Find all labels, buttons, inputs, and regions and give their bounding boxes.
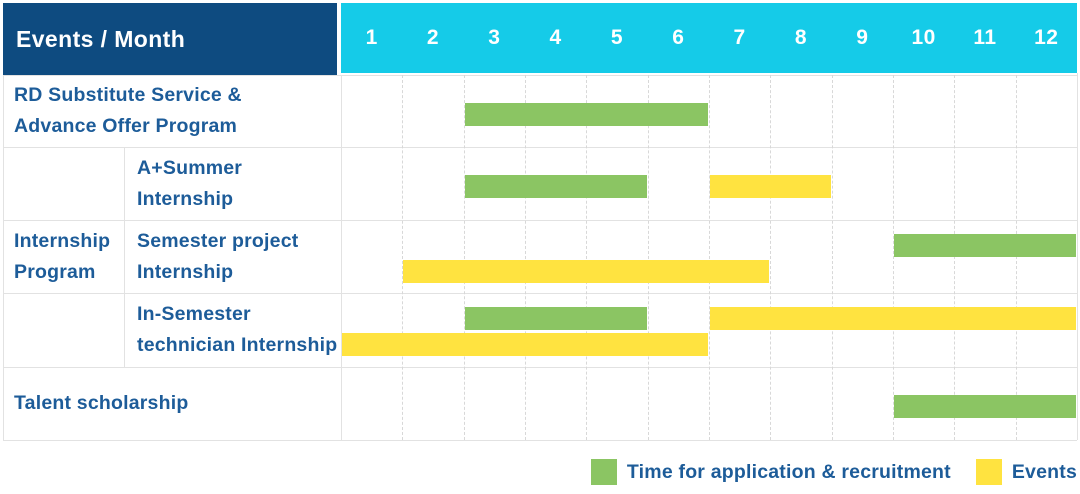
group-label-internship-program-line: Internship (14, 230, 111, 252)
column-divider (1077, 73, 1078, 440)
month-gridline (831, 75, 833, 440)
row-label-0-line: RD Substitute Service & (14, 84, 242, 106)
legend: Time for application & recruitment Event… (590, 457, 1077, 487)
gantt-bar-events-m2-m7 (403, 260, 770, 283)
recruitment-legend-swatch (590, 459, 617, 485)
month-gridline (586, 75, 588, 440)
gantt-bar-recruitment-m3-m6 (464, 103, 708, 126)
row-divider (3, 147, 1077, 148)
month-gridline (893, 75, 894, 440)
row-label-3: In-Semester technician Internship (126, 293, 341, 367)
month-gridline (709, 75, 710, 440)
month-gridline (1015, 75, 1017, 440)
row-label-3-line: technician Internship (137, 334, 338, 356)
row-label-0: RD Substitute Service & Advance Offer Pro… (3, 75, 341, 147)
month-header-cell-8: 8 (794, 26, 808, 49)
month-header-cell-10: 10 (911, 26, 936, 49)
group-label-internship-program: Internship Program (3, 147, 124, 367)
month-header-cell-2: 2 (426, 26, 440, 49)
month-header-cell-5: 5 (610, 26, 624, 49)
month-header-cell-7: 7 (733, 26, 746, 49)
month-gridline (525, 75, 526, 440)
gantt-bar-recruitment-m10-m12 (894, 395, 1076, 418)
row-divider (3, 367, 1077, 368)
month-header-cell-11: 11 (973, 26, 997, 49)
month-header-cell-12: 12 (1034, 26, 1059, 49)
row-label-2-line: Internship (137, 260, 234, 283)
month-gridline (402, 75, 404, 440)
month-header-cell-9: 9 (856, 26, 869, 49)
column-divider (341, 75, 342, 440)
gantt-bar-recruitment-m10-m12 (894, 234, 1076, 257)
row-label-2-line: Semester project (137, 229, 299, 252)
row-divider (3, 293, 1077, 294)
row-divider (3, 220, 1077, 221)
events-legend-swatch (975, 459, 1002, 485)
row-label-1-line: A+Summer (137, 156, 243, 179)
corner-header-label: Events / Month (16, 25, 186, 52)
month-gridline (954, 75, 956, 440)
row-label-1-line: Internship (137, 187, 234, 210)
recruitment-legend-label: Time for application & recruitment (626, 460, 951, 483)
gantt-bar-recruitment-m3-m5 (464, 307, 647, 330)
group-label-internship-program-line: Program (14, 261, 96, 283)
month-header-cell-4: 4 (549, 26, 562, 49)
month-gridline (463, 75, 465, 440)
gantt-bar-events-m7-m8 (710, 175, 831, 198)
row-divider (3, 75, 1077, 76)
column-divider (3, 75, 4, 440)
row-label-4: Talent scholarship (3, 367, 341, 440)
row-label-2: Semester project Internship (126, 220, 341, 293)
month-header-cell-6: 6 (672, 26, 685, 49)
gantt-bar-recruitment-m3-m5 (464, 175, 647, 198)
month-header-cell-1: 1 (365, 26, 378, 49)
month-header-cell-3: 3 (488, 26, 501, 49)
month-gridline (770, 75, 772, 440)
row-divider (3, 440, 1077, 441)
column-divider (124, 147, 125, 367)
gantt-bar-events-m1-m6 (342, 333, 708, 356)
month-gridline (647, 75, 649, 440)
events-legend-label: Events (1011, 460, 1077, 483)
row-label-0-line: Advance Offer Program (14, 115, 238, 137)
months-header: 1 2 3 4 5 6 7 8 9 10 11 12 (341, 3, 1077, 73)
corner-header-cell: Events / Month (3, 3, 337, 75)
gantt-bar-events-m7-m12 (710, 307, 1076, 330)
row-label-1: A+Summer Internship (126, 147, 341, 220)
row-label-4-line: Talent scholarship (14, 392, 189, 414)
row-label-3-line: In-Semester (137, 303, 251, 325)
